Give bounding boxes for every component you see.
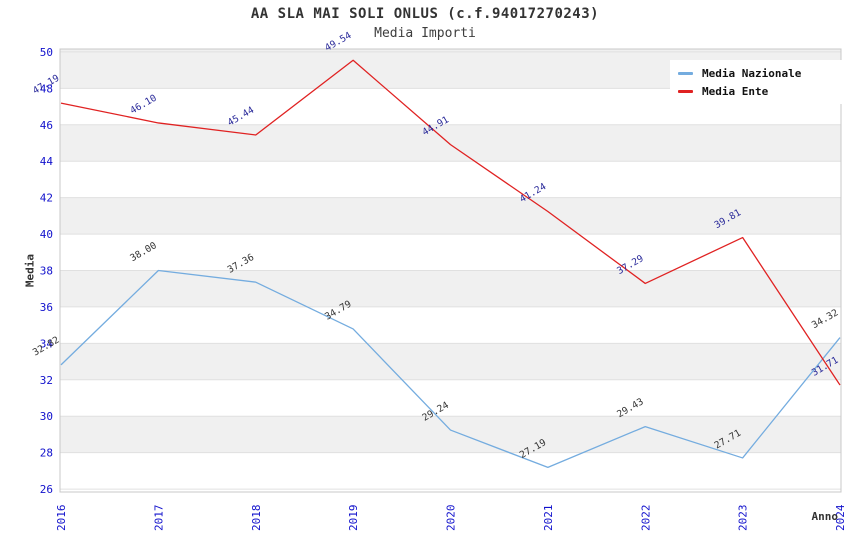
legend: Media Nazionale Media Ente: [670, 60, 850, 104]
legend-line-swatch-icon: [678, 89, 693, 93]
y-tick-label: 36: [40, 301, 53, 314]
legend-line-swatch-icon: [678, 71, 693, 75]
x-tick-label: 2020: [445, 505, 458, 532]
x-tick-label: 2017: [152, 505, 165, 532]
y-tick-label: 38: [40, 265, 53, 278]
x-tick-label: 2023: [737, 505, 750, 532]
band: [60, 416, 841, 453]
y-tick-label: 50: [40, 46, 53, 59]
band: [60, 124, 841, 162]
y-tick-label: 28: [40, 447, 53, 460]
y-axis-title: Media: [23, 253, 37, 288]
y-tick-label: 26: [40, 483, 53, 496]
band: [60, 270, 841, 307]
x-tick-label: 2022: [639, 505, 652, 532]
y-tick-label: 34: [40, 337, 54, 350]
y-tick-label: 48: [40, 82, 53, 95]
x-tick-label: 2018: [250, 505, 263, 532]
y-tick-label: 40: [40, 228, 53, 241]
y-tick-label: 30: [40, 410, 53, 423]
legend-item-media-ente: Media Ente: [678, 85, 850, 98]
series-line-media-nazionale: [60, 269, 841, 469]
series-line-media-ente: [60, 59, 841, 386]
chart-subtitle: Media Importi: [374, 26, 476, 41]
y-tick-label: 46: [40, 119, 53, 132]
x-tick-label: 2016: [55, 505, 68, 532]
plot-frame: [59, 48, 842, 493]
x-axis-title: Anno: [811, 510, 839, 523]
x-tick-label: 2019: [347, 505, 360, 532]
chart-title: AA SLA MAI SOLI ONLUS (c.f.94017270243): [250, 6, 600, 22]
legend-item-media-nazionale: Media Nazionale: [678, 67, 850, 80]
x-tick-label: 2024: [834, 504, 847, 531]
x-tick-label: 2021: [542, 505, 555, 532]
y-tick-label: 42: [40, 192, 53, 205]
y-tick-label: 44: [40, 155, 54, 168]
band: [60, 197, 841, 235]
legend-label: Media Nazionale: [702, 66, 802, 80]
band: [60, 343, 841, 380]
legend-label: Media Ente: [702, 84, 769, 98]
y-tick-label: 32: [40, 374, 53, 387]
